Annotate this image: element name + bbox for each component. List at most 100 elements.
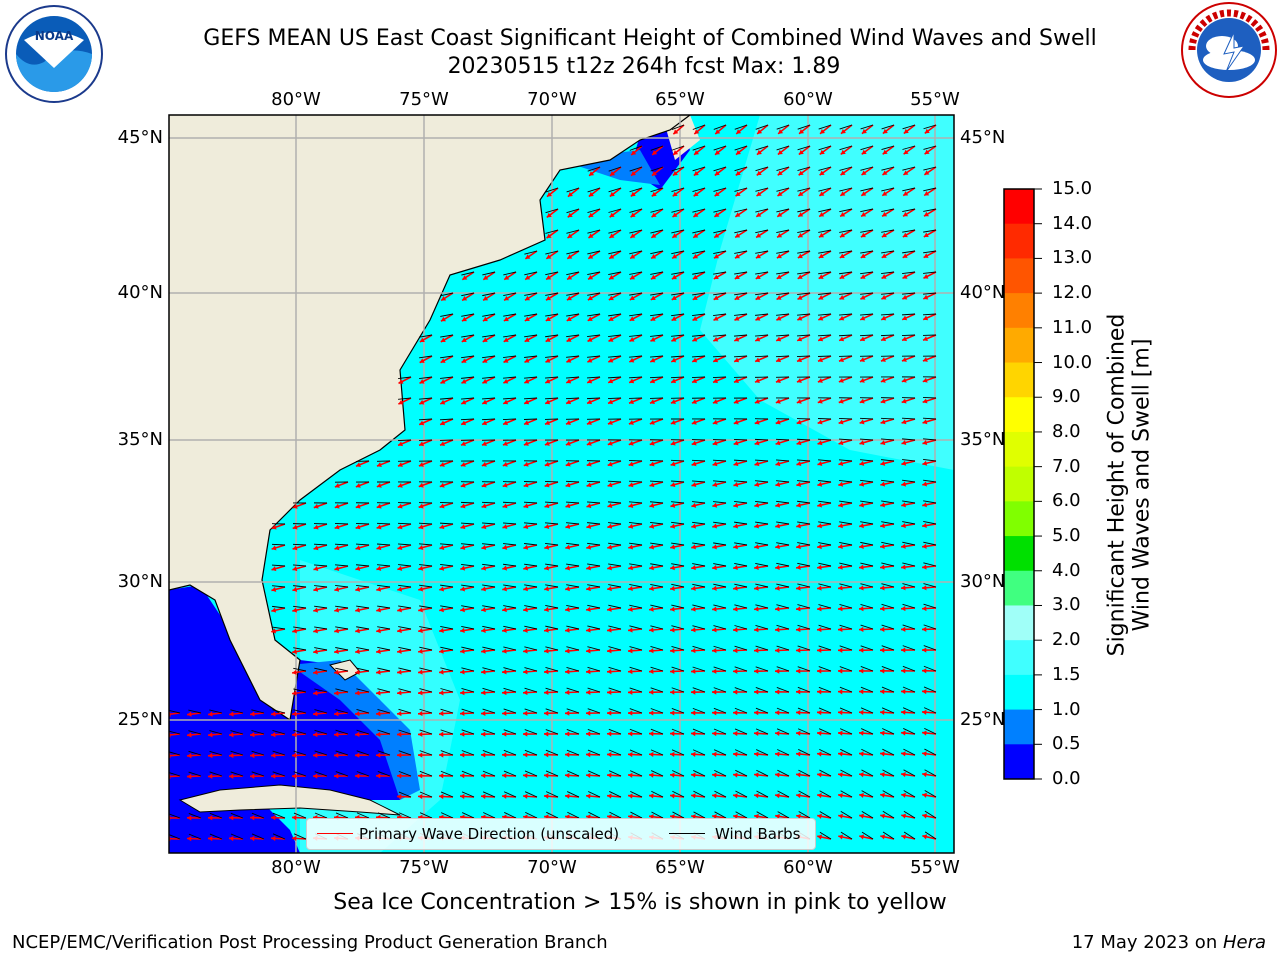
wave-arrow-head <box>355 545 361 551</box>
wave-arrow-head <box>734 295 740 300</box>
wave-arrow-head <box>859 564 864 570</box>
wind-barb <box>251 833 265 840</box>
wave-arrow-head <box>334 669 339 675</box>
wave-arrow-head <box>859 481 865 487</box>
wave-arrow-head <box>691 606 696 612</box>
wind-barb <box>502 418 517 421</box>
wind-barb <box>292 543 307 546</box>
wind-barb <box>755 707 769 714</box>
wave-arrow-head <box>397 462 403 467</box>
wind-barb <box>734 501 748 504</box>
wave-arrow-head <box>649 585 654 592</box>
wave-arrow-head <box>922 522 927 529</box>
wind-barb <box>377 667 391 672</box>
wave-arrow-head <box>566 399 572 405</box>
wind-barb <box>483 812 496 819</box>
wave-arrow-head <box>481 524 487 530</box>
wave-arrow-head <box>691 648 696 654</box>
wave-arrow-head <box>670 606 675 612</box>
wave-arrow-head <box>649 461 655 467</box>
wave-arrow-head <box>733 813 738 820</box>
wave-arrow-head <box>397 794 402 800</box>
wind-barb <box>881 166 895 171</box>
wind-barb <box>713 583 727 588</box>
wave-arrow-head <box>313 669 318 675</box>
wave-arrow-head <box>566 316 572 321</box>
wind-barb <box>755 645 769 651</box>
wave-arrow-head <box>796 793 801 799</box>
wave-arrow-head <box>565 772 570 779</box>
wind-barb-swatch <box>669 833 705 834</box>
wave-arrow-head <box>439 462 445 467</box>
wind-barb <box>775 355 790 358</box>
wind-barb <box>629 749 643 756</box>
wave-arrow-head <box>628 482 634 488</box>
wind-barb <box>881 686 895 693</box>
wave-arrow-head <box>651 212 657 218</box>
wave-arrow-head <box>481 565 487 571</box>
wind-barb <box>440 397 454 400</box>
wave-arrow-head <box>692 295 698 300</box>
wind-barb <box>293 771 307 777</box>
wave-arrow-head <box>817 398 823 404</box>
lon-label-bottom: 75°W <box>399 857 449 878</box>
wind-barb <box>272 771 286 777</box>
wind-barb <box>503 355 517 359</box>
wind-barb <box>587 313 601 317</box>
wave-arrow-head <box>776 253 782 259</box>
wind-barb <box>524 625 538 630</box>
wind-barb <box>797 604 811 609</box>
wave-arrow-head <box>292 690 297 696</box>
wave-arrow-head <box>775 793 780 799</box>
wave-arrow-head <box>271 566 277 572</box>
wave-arrow-head <box>523 524 529 529</box>
wave-arrow-head <box>880 606 885 612</box>
wind-barb <box>272 729 286 735</box>
wave-arrow-head <box>859 377 865 383</box>
wave-arrow-head <box>859 585 864 591</box>
wave-arrow-head <box>733 399 739 404</box>
wind-barb <box>272 626 286 630</box>
wind-barb <box>188 709 202 714</box>
wind-barb <box>923 438 937 441</box>
wind-barb <box>650 604 664 609</box>
wind-barb <box>839 666 853 672</box>
wave-arrow-head <box>250 835 255 842</box>
wind-barb <box>672 811 685 819</box>
wind-barb <box>334 543 349 546</box>
wind-barb <box>461 750 475 756</box>
noaa-logo-text: NOAA <box>35 29 74 43</box>
wind-barb <box>839 645 853 651</box>
wind-barb <box>923 208 937 212</box>
wind-barb <box>566 522 580 525</box>
wind-barb <box>902 187 916 192</box>
wind-barb <box>272 812 286 819</box>
wave-arrow-head <box>292 566 298 572</box>
wind-barb <box>818 500 832 504</box>
wind-barb <box>818 583 832 588</box>
wind-barb <box>902 459 916 462</box>
wave-arrow-head <box>757 129 763 134</box>
wind-barb <box>524 687 538 693</box>
wind-barb <box>545 250 559 255</box>
sea-ice-note: Sea Ice Concentration > 15% is shown in … <box>333 890 947 915</box>
wind-barb <box>755 187 769 192</box>
wind-barb <box>504 812 517 819</box>
wave-arrow-head <box>586 648 591 654</box>
wind-barb <box>503 584 517 588</box>
wind-barb <box>335 750 349 756</box>
wind-barb <box>839 229 853 233</box>
wave-arrow-head <box>775 606 780 612</box>
wind-barb <box>902 624 916 630</box>
wind-barb <box>818 145 832 151</box>
wave-arrow-head <box>922 564 927 570</box>
wind-barb <box>734 542 748 546</box>
wave-arrow-head <box>775 398 781 404</box>
wave-arrow-head <box>334 773 339 779</box>
wave-arrow-head <box>881 232 887 238</box>
wave-arrow-head <box>586 793 591 799</box>
wave-arrow-head <box>775 668 780 674</box>
wind-barb <box>776 459 790 462</box>
wind-barb <box>398 729 412 735</box>
